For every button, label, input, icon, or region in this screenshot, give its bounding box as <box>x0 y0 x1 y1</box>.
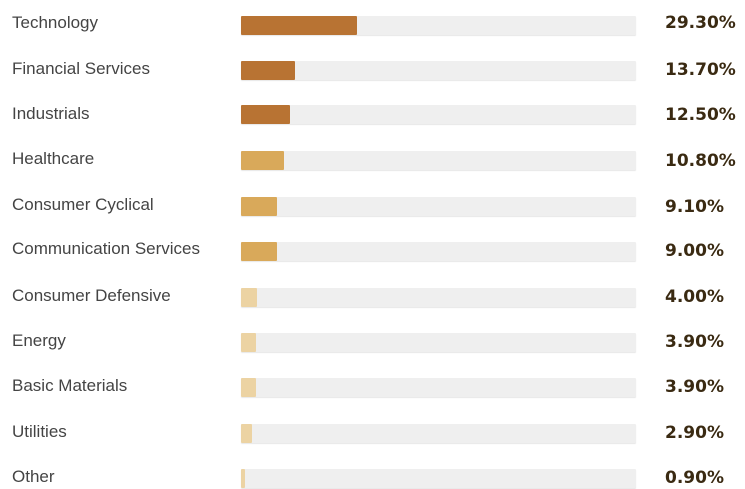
bar-track <box>241 151 636 170</box>
category-label: Utilities <box>12 422 67 441</box>
value-label: 9.00% <box>665 241 724 261</box>
value-label: 10.80% <box>665 151 736 171</box>
category-label: Healthcare <box>12 149 95 168</box>
value-label: 3.90% <box>665 377 724 397</box>
bar <box>241 61 296 80</box>
value-label: 12.50% <box>665 105 736 125</box>
category-label: Energy <box>12 331 66 350</box>
value-label: 0.90% <box>665 468 724 488</box>
bar <box>241 469 245 488</box>
bar-track <box>241 105 636 124</box>
category-label: Financial Services <box>12 59 150 78</box>
category-label: Other <box>12 467 55 486</box>
category-label: Basic Materials <box>12 376 128 395</box>
bar <box>241 242 277 261</box>
bar-track <box>241 333 636 352</box>
bar-track <box>241 424 636 443</box>
bar <box>241 333 257 352</box>
value-label: 29.30% <box>665 13 736 33</box>
value-label: 3.90% <box>665 332 724 352</box>
bar <box>241 151 284 170</box>
bar-track <box>241 378 636 397</box>
value-label: 13.70% <box>665 60 736 80</box>
value-label: 2.90% <box>665 423 724 443</box>
category-label: Communication Services <box>12 239 201 258</box>
bar-track <box>241 242 636 261</box>
category-label: Technology <box>12 13 99 32</box>
bar-track <box>241 16 636 35</box>
bar <box>241 16 357 35</box>
category-label: Industrials <box>12 104 90 123</box>
bar-track <box>241 197 636 216</box>
bar <box>241 378 257 397</box>
category-label: Consumer Cyclical <box>12 195 154 214</box>
category-label: Consumer Defensive <box>12 286 171 305</box>
bar <box>241 288 257 307</box>
bar <box>241 105 291 124</box>
bar-track <box>241 469 636 488</box>
bar <box>241 424 253 443</box>
value-label: 9.10% <box>665 197 724 217</box>
value-label: 4.00% <box>665 287 724 307</box>
bar-track <box>241 61 636 80</box>
bar-track <box>241 288 636 307</box>
bar <box>241 197 277 216</box>
